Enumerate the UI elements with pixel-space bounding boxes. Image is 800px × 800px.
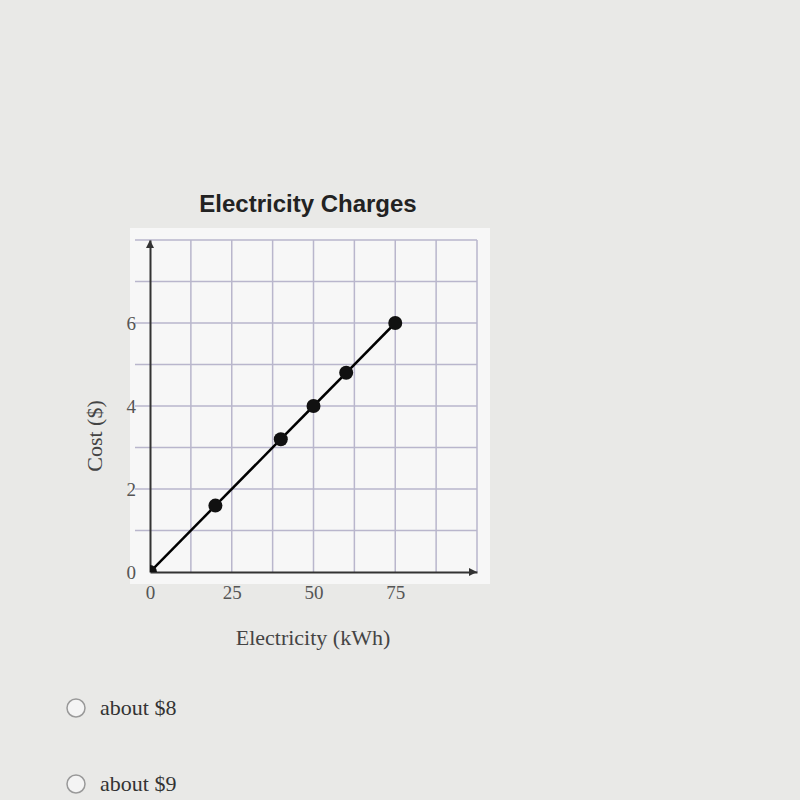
minor-grid-line (135, 281, 477, 283)
x-tick-label: 25 (223, 582, 242, 603)
choice-label[interactable]: about $8 (100, 695, 176, 720)
minor-grid-line (135, 447, 477, 449)
x-tick: 75 (386, 572, 405, 603)
y-tick-label: 4 (127, 396, 137, 417)
radio-button[interactable] (67, 775, 85, 793)
x-tick-label: 0 (146, 582, 156, 603)
x-tick-label: 75 (386, 582, 405, 603)
data-point (339, 366, 353, 380)
answer-choices: about $8 about $9 (67, 695, 176, 796)
x-tick-label: 50 (305, 582, 324, 603)
data-point (388, 316, 402, 330)
x-axis-line (151, 572, 478, 574)
y-axis-line (150, 241, 152, 573)
choice-label[interactable]: about $9 (100, 771, 176, 796)
y-tick: 2 (127, 479, 151, 500)
y-axis-title: Cost ($) (82, 400, 107, 472)
data-point (274, 432, 288, 446)
minor-grid-line (135, 239, 477, 241)
grid (135, 240, 477, 572)
plot-background (130, 228, 490, 584)
y-tick-label: 0 (127, 562, 137, 583)
plot-area (150, 316, 402, 572)
chart-title: Electricity Charges (199, 190, 416, 217)
minor-grid-line (135, 364, 477, 366)
grid-line (135, 322, 477, 324)
minor-grid-line (135, 530, 477, 532)
grid-line (135, 488, 477, 490)
chart: 0 25 50 75 0 2 4 6 Electricity Charges Electricit… (0, 0, 800, 800)
data-point (307, 399, 321, 413)
x-tick: 50 (305, 572, 324, 603)
x-axis-arrow (469, 568, 477, 576)
x-tick: 25 (223, 572, 242, 603)
x-axis: 0 25 50 75 (146, 572, 478, 603)
y-tick: 6 (127, 313, 151, 334)
y-tick: 0 (127, 562, 151, 583)
grid-line (135, 405, 477, 407)
data-point (150, 565, 157, 572)
y-axis: 0 2 4 6 (127, 241, 151, 583)
y-tick-label: 2 (127, 479, 137, 500)
x-tick: 0 (146, 572, 156, 603)
data-point (208, 499, 222, 513)
x-axis-title: Electricity (kWh) (236, 625, 391, 650)
y-tick: 4 (127, 396, 151, 417)
y-axis-arrow (146, 240, 154, 248)
radio-button[interactable] (67, 699, 85, 717)
data-line (150, 323, 395, 572)
y-tick-label: 6 (127, 313, 137, 334)
